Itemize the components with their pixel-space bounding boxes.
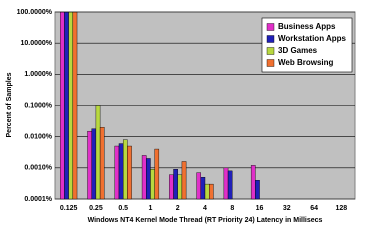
x-tick-label: 1 <box>149 205 153 212</box>
bar <box>181 161 187 200</box>
bar <box>60 11 65 200</box>
bar <box>127 145 132 200</box>
bar <box>146 158 151 200</box>
x-tick-label: 8 <box>230 205 234 212</box>
y-tick-label: 0.1000% <box>24 102 52 109</box>
bar <box>141 155 147 200</box>
bar <box>223 167 229 200</box>
bar <box>95 105 101 200</box>
y-tick-label: 0.0001% <box>24 196 52 203</box>
y-tick-label: 0.0100% <box>24 134 52 141</box>
x-tick-label: 2 <box>176 205 180 212</box>
legend-swatch <box>266 23 275 31</box>
chart: Windows NT4 Kernel Mode Thread (RT Prior… <box>6 9 356 224</box>
bar <box>122 139 128 200</box>
x-axis-title: Windows NT4 Kernel Mode Thread (RT Prior… <box>88 217 323 224</box>
bar <box>177 174 183 200</box>
y-tick-label: 1.0000% <box>24 71 52 78</box>
legend-label: Web Browsing <box>278 58 334 67</box>
legend-swatch <box>266 35 275 43</box>
legend-swatch <box>266 59 275 67</box>
bar <box>169 174 174 200</box>
bar <box>173 169 178 200</box>
x-tick-label: 128 <box>336 205 348 212</box>
bar <box>227 170 233 200</box>
y-axis-title: Percent of Samples <box>6 72 13 137</box>
y-tick-label: 0.0010% <box>24 165 52 172</box>
legend-swatch <box>266 47 275 55</box>
bar <box>68 11 74 200</box>
legend-label: 3D Games <box>278 46 318 55</box>
bar <box>72 11 78 200</box>
x-tick-label: 16 <box>256 205 264 212</box>
x-tick-label: 0.25 <box>89 205 103 212</box>
bar <box>204 183 210 200</box>
bar <box>255 180 260 200</box>
y-tick-label: 100.0000% <box>17 9 53 16</box>
bar <box>200 177 206 200</box>
x-tick-label: 4 <box>203 205 207 212</box>
bar <box>150 169 155 200</box>
bar <box>87 130 92 200</box>
legend-label: Business Apps <box>278 22 336 31</box>
bar <box>91 128 97 200</box>
x-tick-label: 32 <box>283 205 291 212</box>
bar <box>208 183 214 200</box>
bar <box>250 165 256 200</box>
legend-label: Workstation Apps <box>278 34 347 43</box>
y-tick-label: 10.0000% <box>20 40 52 47</box>
bar <box>114 145 120 200</box>
x-tick-label: 64 <box>310 205 318 212</box>
x-tick-label: 0.125 <box>60 205 78 212</box>
x-tick-label: 0.5 <box>118 205 128 212</box>
bar <box>118 143 124 200</box>
bar <box>64 11 69 200</box>
legend-box <box>261 17 353 73</box>
bar <box>154 148 160 200</box>
bar <box>99 127 105 200</box>
bar <box>196 172 202 200</box>
